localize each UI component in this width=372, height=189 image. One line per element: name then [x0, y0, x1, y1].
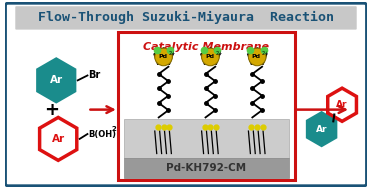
Text: Catalytic Membrane: Catalytic Membrane — [144, 42, 269, 52]
Text: Br: Br — [89, 70, 101, 81]
FancyBboxPatch shape — [6, 3, 366, 186]
Text: 2+: 2+ — [215, 50, 222, 56]
Text: 2: 2 — [112, 126, 116, 132]
FancyBboxPatch shape — [124, 119, 289, 158]
Polygon shape — [307, 112, 336, 146]
FancyBboxPatch shape — [124, 158, 289, 178]
Text: 2+: 2+ — [262, 50, 269, 56]
Circle shape — [248, 48, 266, 66]
Polygon shape — [39, 117, 77, 160]
Text: Pd: Pd — [252, 54, 261, 60]
FancyBboxPatch shape — [15, 6, 357, 30]
Text: B(OH): B(OH) — [89, 129, 116, 139]
Text: Ar: Ar — [316, 125, 327, 134]
Circle shape — [155, 48, 172, 66]
Text: 2+: 2+ — [169, 50, 176, 56]
Circle shape — [202, 48, 219, 66]
Text: +: + — [44, 101, 59, 119]
Text: Ar: Ar — [50, 75, 63, 85]
Text: Ar: Ar — [336, 100, 348, 109]
Text: Pd: Pd — [158, 54, 167, 60]
Text: Ar: Ar — [52, 134, 65, 144]
Text: Pd: Pd — [205, 54, 214, 60]
Text: Pd-KH792-CM: Pd-KH792-CM — [166, 163, 247, 173]
Text: Flow-Through Suzuki-Miyaura  Reaction: Flow-Through Suzuki-Miyaura Reaction — [38, 11, 334, 24]
FancyBboxPatch shape — [118, 32, 295, 180]
Polygon shape — [38, 59, 75, 102]
Polygon shape — [328, 88, 356, 121]
